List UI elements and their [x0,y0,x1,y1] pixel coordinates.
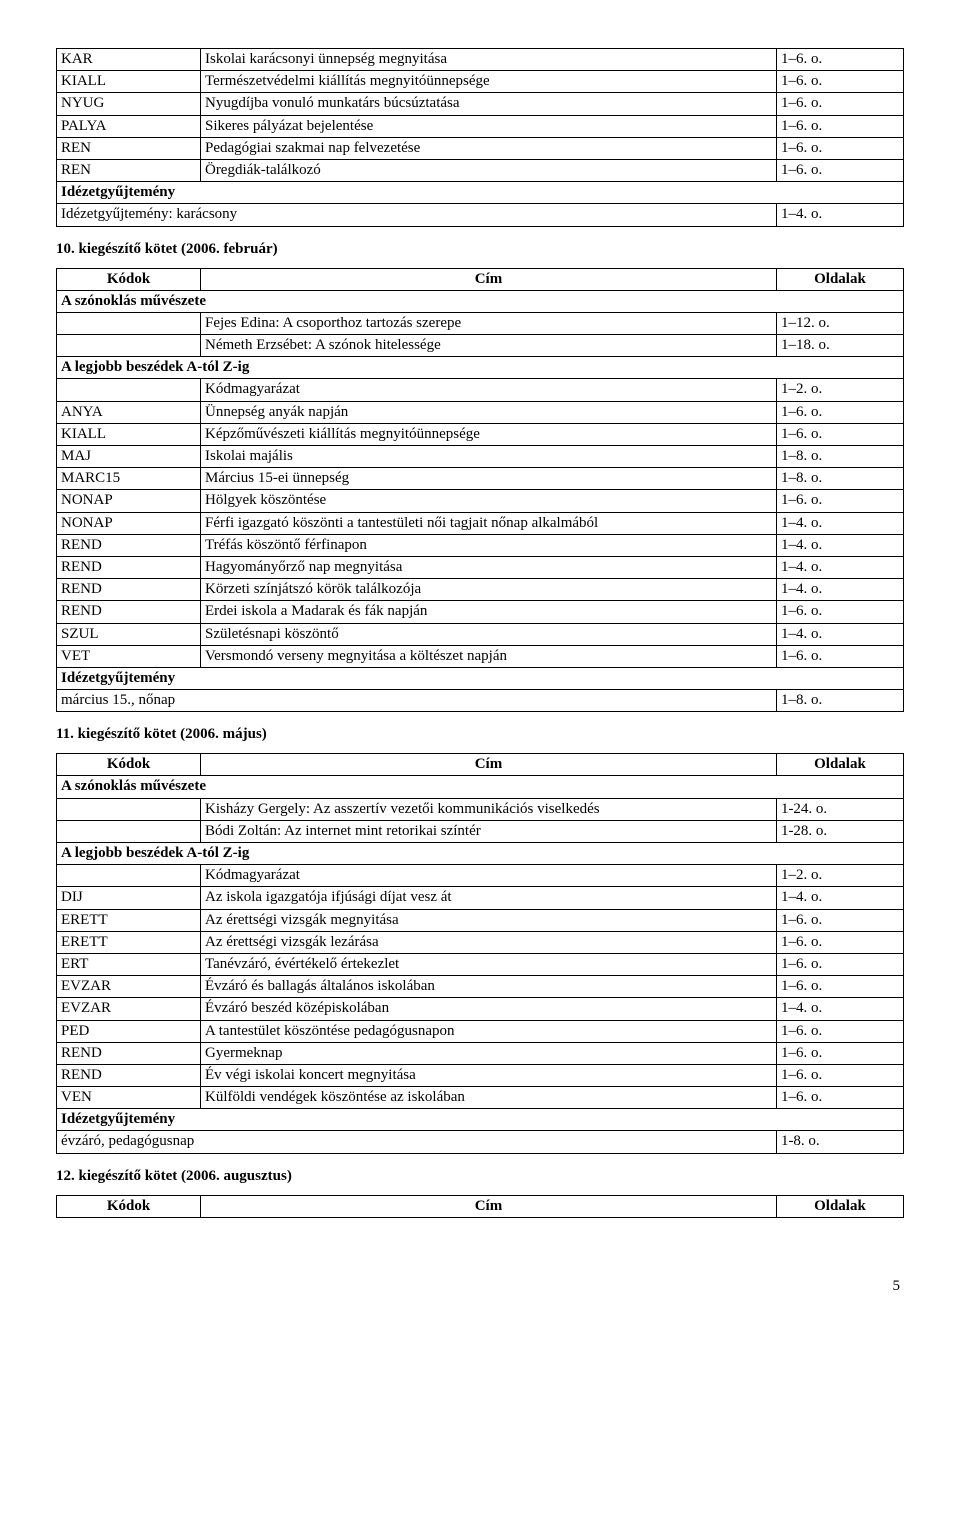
table-row: évzáró, pedagógusnap1-8. o. [57,1131,904,1153]
table-row: KARIskolai karácsonyi ünnepség megnyitás… [57,49,904,71]
table-row: PEDA tantestület köszöntése pedagógusnap… [57,1020,904,1042]
table-row: KIALLKépzőművészeti kiállítás megnyitóün… [57,423,904,445]
section-row: Idézetgyűjtemény [57,667,904,689]
table-row: RENDTréfás köszöntő férfinapon1–4. o. [57,534,904,556]
section-row: A szónoklás művészete [57,290,904,312]
section-row: A szónoklás művészete [57,776,904,798]
table-row: RENDÉv végi iskolai koncert megnyitása1–… [57,1064,904,1086]
table-row: Németh Erzsébet: A szónok hitelessége1–1… [57,335,904,357]
table-row: NONAPFérfi igazgató köszönti a tantestül… [57,512,904,534]
table-row: SZULSzületésnapi köszöntő1–4. o. [57,623,904,645]
table-row: RENDErdei iskola a Madarak és fák napján… [57,601,904,623]
table-row: Idézetgyűjtemény: karácsony1–4. o. [57,204,904,226]
table-row: Fejes Edina: A csoporthoz tartozás szere… [57,312,904,334]
heading-12: 12. kiegészítő kötet (2006. augusztus) [56,1168,904,1185]
table-header-row: KódokCímOldalak [57,268,904,290]
table-row: EVZARÉvzáró beszéd középiskolában1–4. o. [57,998,904,1020]
table-row: PALYASikeres pályázat bejelentése1–6. o. [57,115,904,137]
table-row: Kódmagyarázat1–2. o. [57,379,904,401]
table-11: KódokCímOldalakA szónoklás művészeteKish… [56,753,904,1153]
table-row: RENDKörzeti színjátszó körök találkozója… [57,579,904,601]
table-row: Bódi Zoltán: Az internet mint retorikai … [57,820,904,842]
table-row: EVZARÉvzáró és ballagás általános iskolá… [57,976,904,998]
table-header-row: KódokCímOldalak [57,754,904,776]
table-row: NYUGNyugdíjba vonuló munkatárs búcsúztat… [57,93,904,115]
table-row: ERETTAz érettségi vizsgák megnyitása1–6.… [57,909,904,931]
table-row: DIJAz iskola igazgatója ifjúsági díjat v… [57,887,904,909]
table-row: VETVersmondó verseny megnyitása a költés… [57,645,904,667]
table-row: NONAPHölgyek köszöntése1–6. o. [57,490,904,512]
table-row: RENPedagógiai szakmai nap felvezetése1–6… [57,137,904,159]
heading-10: 10. kiegészítő kötet (2006. február) [56,241,904,258]
col-header-codes: Kódok [57,1195,201,1217]
section-row: A legjobb beszédek A-tól Z-ig [57,843,904,865]
page-number: 5 [56,1278,904,1295]
section-row: Idézetgyűjtemény [57,1109,904,1131]
section-row: A legjobb beszédek A-tól Z-ig [57,357,904,379]
table-continuation: KARIskolai karácsonyi ünnepség megnyitás… [56,48,904,227]
table-row: RENDHagyományőrző nap megnyitása1–4. o. [57,556,904,578]
col-header-pages: Oldalak [776,1195,903,1217]
table-12-header: Kódok Cím Oldalak [56,1195,904,1218]
table-row: MARC15Március 15-ei ünnepség1–8. o. [57,468,904,490]
table-row: március 15., nőnap1–8. o. [57,690,904,712]
table-row: ANYAÜnnepség anyák napján1–6. o. [57,401,904,423]
table-row: VENKülföldi vendégek köszöntése az iskol… [57,1087,904,1109]
table-row: ERTTanévzáró, évértékelő értekezlet1–6. … [57,953,904,975]
table-10: KódokCímOldalakA szónoklás művészeteFeje… [56,268,904,713]
table-header-row: Kódok Cím Oldalak [57,1195,904,1217]
section-row: Idézetgyűjtemény [57,182,904,204]
table-row: RENÖregdiák-találkozó1–6. o. [57,159,904,181]
heading-11: 11. kiegészítő kötet (2006. május) [56,726,904,743]
table-row: Kódmagyarázat1–2. o. [57,865,904,887]
table-row: ERETTAz érettségi vizsgák lezárása1–6. o… [57,931,904,953]
table-row: MAJIskolai majális1–8. o. [57,446,904,468]
table-row: RENDGyermeknap1–6. o. [57,1042,904,1064]
table-row: Kisházy Gergely: Az asszertív vezetői ko… [57,798,904,820]
table-row: KIALLTermészetvédelmi kiállítás megnyitó… [57,71,904,93]
col-header-title: Cím [200,1195,776,1217]
